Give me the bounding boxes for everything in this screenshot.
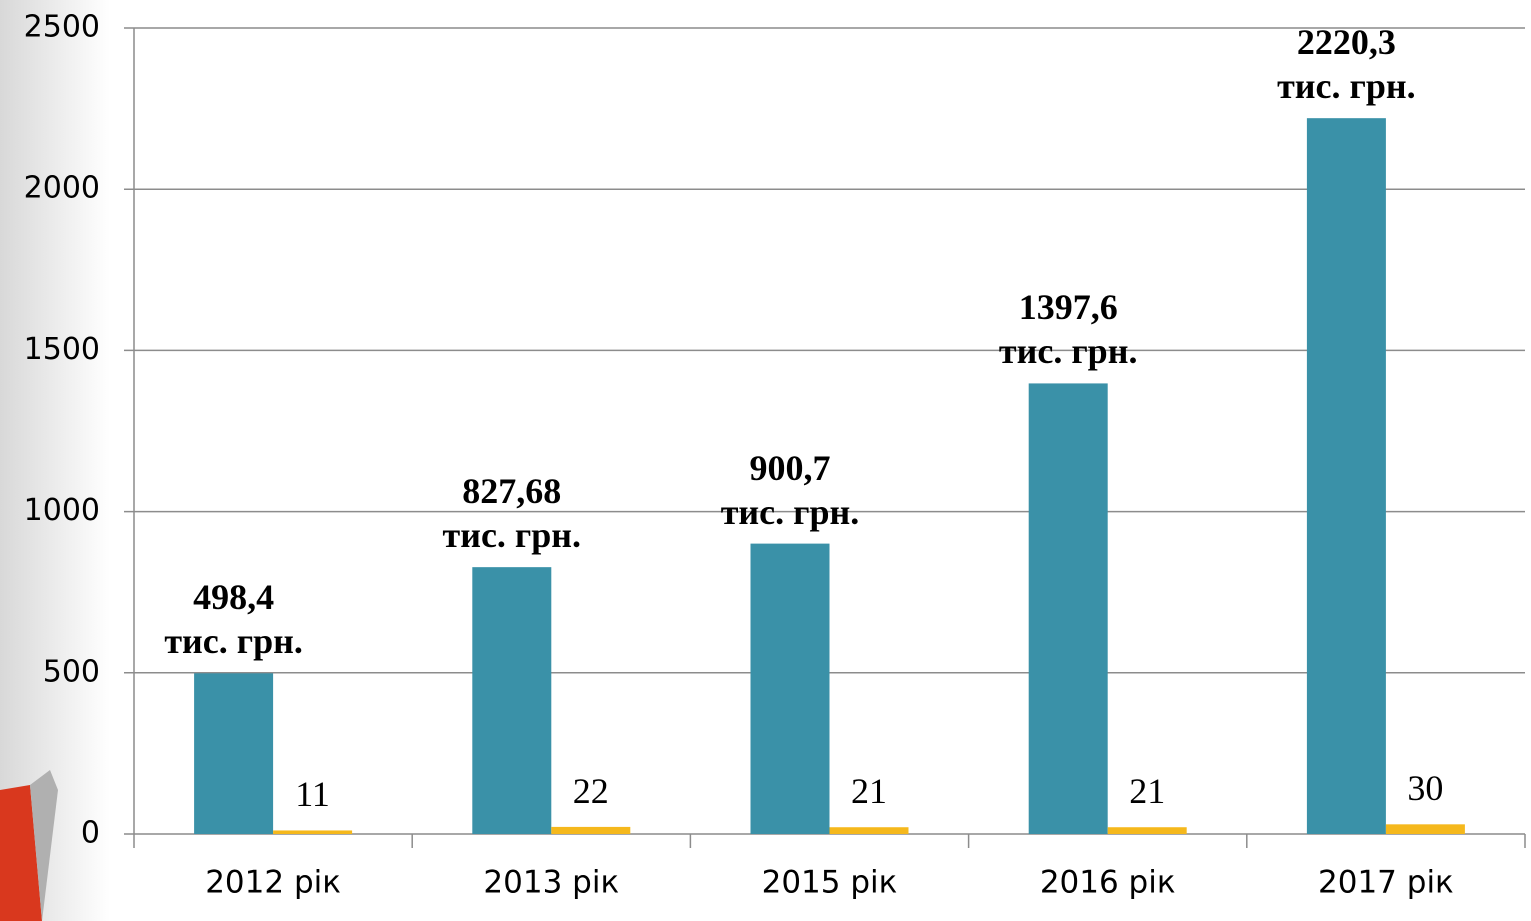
value-label: 2220,3 тис. грн. bbox=[1277, 22, 1416, 107]
value-label: 21 bbox=[851, 771, 887, 812]
bar bbox=[1107, 827, 1187, 834]
bar bbox=[472, 567, 552, 834]
bar bbox=[273, 830, 353, 834]
value-label: 900,7 тис. грн. bbox=[720, 447, 860, 532]
x-tick-label: 2016 рік bbox=[1040, 865, 1176, 901]
y-tick-label: 500 bbox=[43, 654, 100, 689]
value-label: 30 bbox=[1407, 768, 1444, 809]
value-label: 498,4 тис. грн. bbox=[164, 577, 303, 662]
y-tick-label: 1500 bbox=[24, 332, 100, 367]
x-tick-label: 2012 рік bbox=[205, 865, 341, 901]
value-label: 21 bbox=[1129, 771, 1166, 812]
side-decoration bbox=[0, 0, 110, 921]
y-tick-label: 0 bbox=[81, 816, 100, 851]
x-tick-label: 2017 рік bbox=[1318, 865, 1454, 901]
value-label: 827,68 тис. грн. bbox=[442, 471, 582, 556]
value-label: 1397,6 тис. грн. bbox=[998, 287, 1138, 372]
y-tick-label: 2000 bbox=[24, 171, 100, 206]
bar bbox=[750, 543, 830, 834]
corner-decoration bbox=[0, 785, 42, 921]
bar bbox=[551, 826, 631, 834]
y-tick-label: 1000 bbox=[24, 493, 100, 528]
bar bbox=[829, 827, 909, 834]
value-label: 22 bbox=[572, 770, 609, 811]
x-tick-label: 2015 рік bbox=[762, 865, 898, 901]
bar bbox=[1306, 118, 1386, 834]
value-label: 11 bbox=[295, 774, 330, 815]
bar bbox=[194, 673, 274, 834]
bar bbox=[1385, 824, 1465, 834]
bar bbox=[1028, 383, 1108, 834]
corner-decoration-shade bbox=[30, 770, 58, 921]
y-tick-label: 2500 bbox=[24, 10, 100, 45]
x-tick-label: 2013 рік bbox=[483, 865, 619, 901]
